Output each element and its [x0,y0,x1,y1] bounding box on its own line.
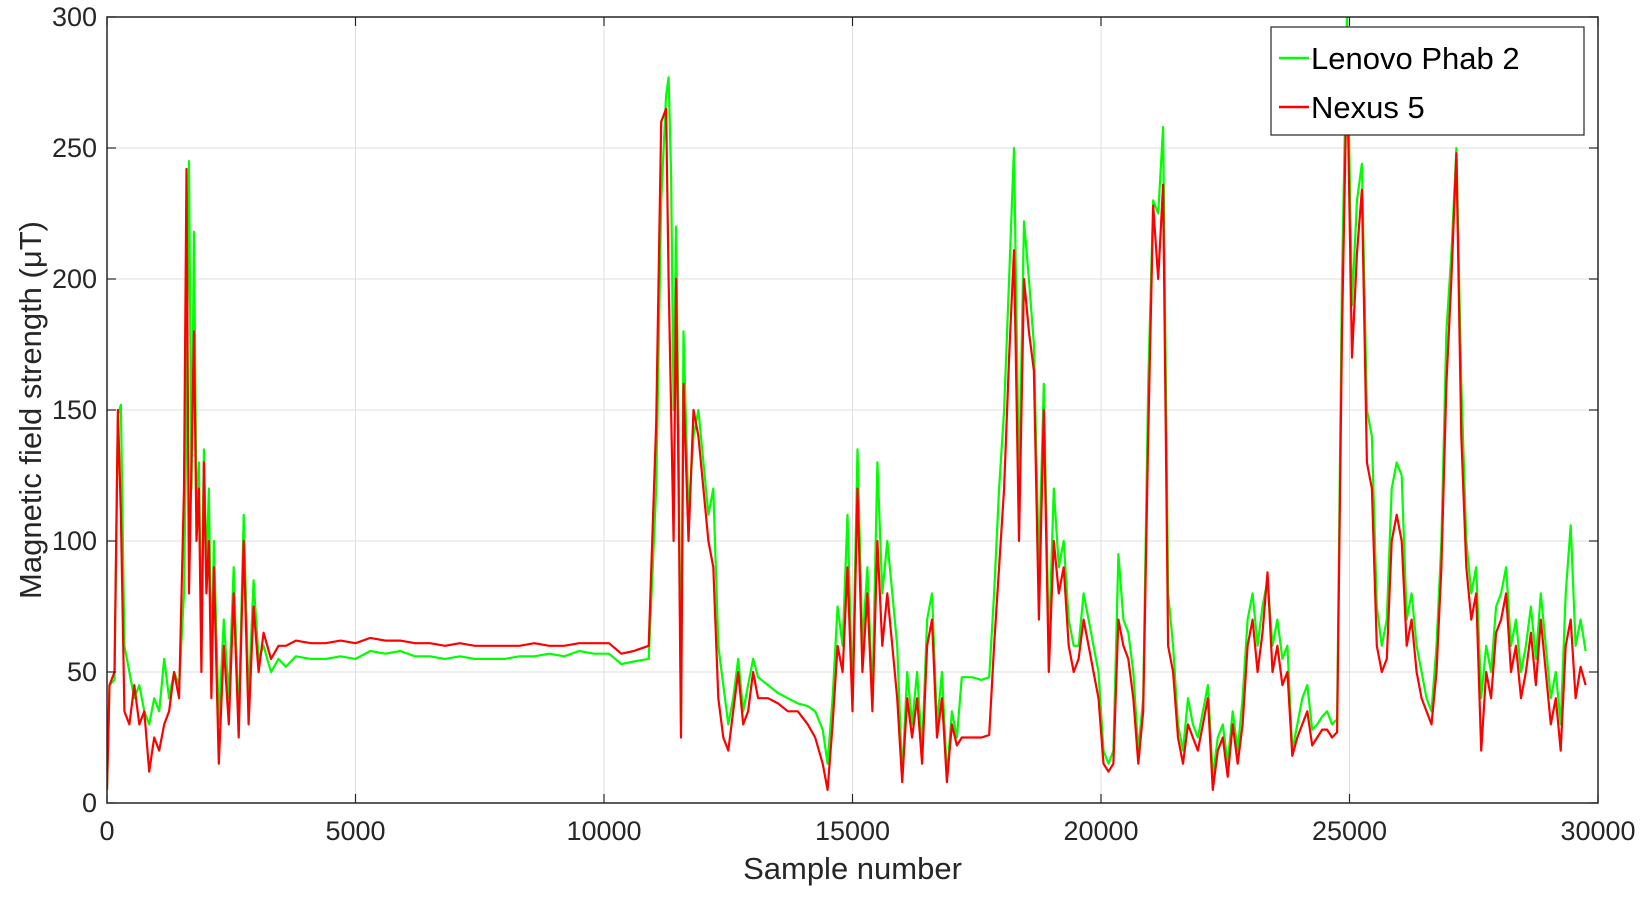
y-tick-label: 50 [67,657,97,687]
x-tick-label: 30000 [1560,816,1635,846]
y-tick-label: 0 [82,788,97,818]
x-tick-label: 15000 [815,816,890,846]
legend-box [1270,26,1585,136]
legend[interactable]: Lenovo Phab 2 Nexus 5 [1270,26,1585,136]
y-tick-label: 300 [52,2,97,32]
x-tick-label: 0 [99,816,114,846]
y-tick-label: 250 [52,133,97,163]
series-lines [107,17,1587,792]
x-tick-label: 25000 [1312,816,1387,846]
y-axis-title: Magnetic field strength (μT) [13,221,48,599]
y-tick-label: 100 [52,526,97,556]
x-tick-label: 10000 [566,816,641,846]
x-tick-label: 20000 [1063,816,1138,846]
x-axis-title: Sample number [743,851,962,886]
legend-label-lenovo-phab-2: Lenovo Phab 2 [1311,41,1520,76]
legend-label-nexus-5: Nexus 5 [1311,90,1425,125]
ticks: 0 5000 10000 15000 20000 25000 30000 0 50 100 150 2… [52,2,1636,846]
series-line-nexus-5 [107,63,1587,792]
y-tick-label: 200 [52,264,97,294]
y-tick-label: 150 [52,395,97,425]
x-tick-label: 5000 [325,816,385,846]
series-line-lenovo-phab-2 [107,17,1587,790]
